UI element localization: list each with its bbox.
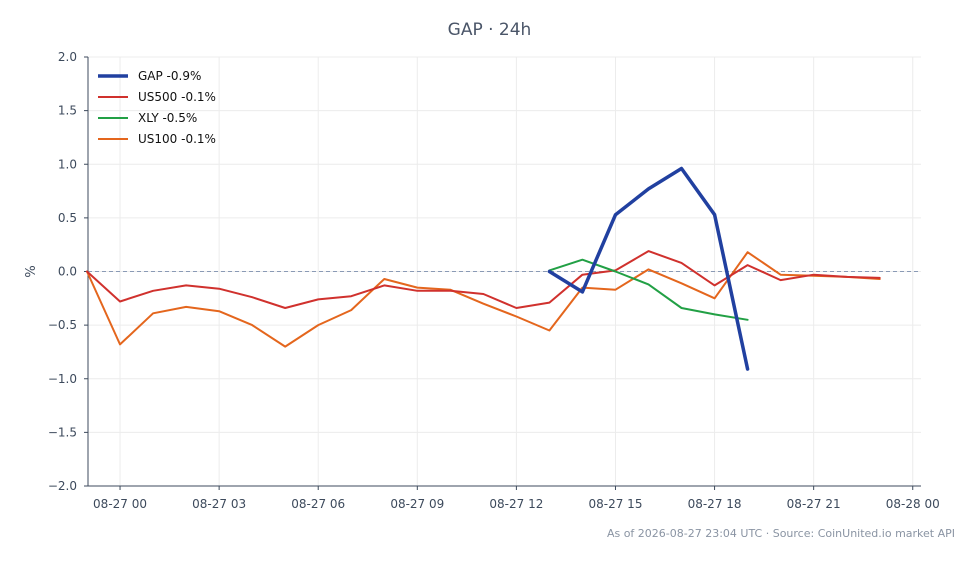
x-tick-label: 08-27 09 <box>390 497 444 511</box>
x-tick-label: 08-27 03 <box>192 497 246 511</box>
series-line-1 <box>86 250 881 309</box>
x-tick-label: 08-27 06 <box>291 497 345 511</box>
axes: −2.0 −1.5 −1.0 −0.5 0.0 0.5 1.0 1.5 2.0 08-27 00 0… <box>24 50 940 511</box>
series-line-0 <box>547 166 750 371</box>
y-tick-label: 0.5 <box>58 211 77 225</box>
legend-label: US100 -0.1% <box>138 132 216 146</box>
x-tick-label: 08-27 18 <box>688 497 742 511</box>
series-line-3 <box>86 251 881 348</box>
y-tick-label: 2.0 <box>58 50 77 64</box>
x-tick-label: 08-27 00 <box>93 497 147 511</box>
y-tick-label: −2.0 <box>48 479 77 493</box>
y-tick-label: −1.0 <box>48 372 77 386</box>
footer-source-note: As of 2026-08-27 23:04 UTC · Source: Coi… <box>606 527 955 540</box>
legend: GAP -0.9% US500 -0.1% XLY -0.5% US100 -0.1% <box>98 69 216 146</box>
series-lines <box>86 166 881 371</box>
x-tick-label: 08-28 00 <box>886 497 940 511</box>
y-tick-label: 0.0 <box>58 265 77 279</box>
legend-label: US500 -0.1% <box>138 90 216 104</box>
y-tick-label: 1.5 <box>58 104 77 118</box>
y-tick-label: −0.5 <box>48 318 77 332</box>
x-tick-label: 08-27 12 <box>489 497 543 511</box>
y-tick-label: 1.0 <box>58 157 77 171</box>
y-axis-title: % <box>24 265 39 277</box>
x-tick-label: 08-27 21 <box>787 497 841 511</box>
series-line-2 <box>548 258 749 321</box>
legend-label: GAP -0.9% <box>138 69 201 83</box>
chart-title: GAP · 24h <box>447 20 532 40</box>
y-tick-label: −1.5 <box>48 425 77 439</box>
grid <box>88 56 921 487</box>
x-tick-label: 08-27 15 <box>589 497 643 511</box>
legend-label: XLY -0.5% <box>138 111 197 125</box>
